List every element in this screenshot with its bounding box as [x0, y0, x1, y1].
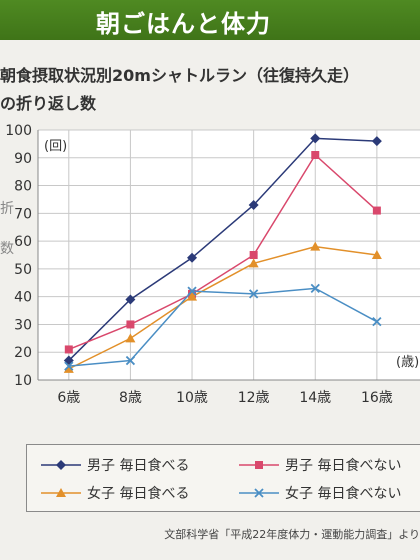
data-point — [125, 294, 136, 305]
x-unit-label: (歳) — [396, 355, 419, 370]
legend-label: 女子 毎日食べる — [87, 486, 190, 502]
legend-swatch-diamond-icon — [41, 460, 81, 470]
data-point — [187, 286, 197, 296]
y-tick-label: 100 — [5, 123, 32, 139]
data-point — [187, 252, 198, 263]
data-point — [125, 333, 136, 343]
data-point — [371, 250, 382, 259]
data-point — [372, 317, 382, 327]
data-point — [63, 363, 74, 373]
banner-title: 朝ごはんと体力 — [96, 10, 271, 38]
data-point — [126, 320, 135, 329]
y-tick-label: 30 — [14, 317, 32, 333]
x-tick-label: 10歳 — [176, 390, 208, 406]
data-point — [248, 258, 259, 268]
legend: 男子 毎日食べる 男子 毎日食べない 女子 毎日食べる 女子 毎日食べない — [26, 444, 420, 512]
banner: 朝ごはんと体力 — [0, 0, 420, 40]
data-point — [125, 355, 136, 366]
data-point — [310, 283, 320, 293]
plot-area — [38, 130, 420, 380]
legend-label: 男子 毎日食べる — [87, 458, 190, 474]
data-point — [248, 200, 259, 210]
series-line — [68, 287, 378, 367]
y-tick-label: 80 — [14, 179, 32, 195]
y-tick-label: 70 — [14, 206, 32, 222]
x-tick-label: 16歳 — [361, 390, 393, 406]
legend-swatch-x-icon — [239, 488, 279, 498]
y-axis-label-fragment: 数 — [0, 241, 14, 257]
data-point — [249, 289, 259, 299]
y-unit-label: (回) — [44, 139, 67, 154]
data-point — [371, 136, 382, 147]
source-note: 文部科学省「平成22年度体力・運動能力調査」より — [164, 528, 420, 541]
data-point — [64, 361, 74, 371]
series-line — [68, 137, 377, 362]
y-tick-label: 60 — [14, 234, 32, 250]
data-point — [311, 151, 320, 159]
y-tick-label: 20 — [14, 345, 32, 361]
chart-title: 朝食摂取状況別20mシャトルラン（往復持久走） の折り返し数 — [0, 62, 359, 118]
y-tick-label: 90 — [14, 151, 32, 167]
x-tick-label: 12歳 — [238, 390, 270, 406]
legend-label: 女子 毎日食べない — [285, 486, 402, 502]
y-tick-label: 50 — [14, 262, 32, 278]
x-tick-label: 14歳 — [299, 390, 331, 406]
line-chart: 10 20 30 40 50 60 70 80 90 100 6歳 8歳 10歳 12歳 14歳 16歳 (回)… — [5, 123, 420, 406]
chart-title-line-1: 朝食摂取状況別20mシャトルラン（往復持久走） — [0, 66, 359, 85]
y-tick-label: 10 — [14, 373, 32, 389]
legend-swatch-square-icon — [239, 461, 279, 469]
y-axis-label-fragment: 折 — [0, 201, 14, 217]
data-point — [310, 133, 321, 144]
legend-label: 男子 毎日食べない — [285, 458, 402, 474]
data-point — [187, 291, 198, 301]
chart-title-line-2: の折り返し数 — [0, 94, 97, 113]
data-point — [372, 206, 381, 215]
data-point — [64, 345, 73, 354]
y-tick-label: 40 — [14, 290, 32, 306]
legend-swatch-triangle-icon — [41, 488, 81, 497]
data-point — [249, 251, 258, 259]
data-point — [310, 241, 321, 251]
x-tick-label: 6歳 — [57, 390, 80, 406]
x-tick-label: 8歳 — [119, 390, 142, 406]
series-line — [68, 245, 377, 370]
series-line — [68, 153, 378, 351]
